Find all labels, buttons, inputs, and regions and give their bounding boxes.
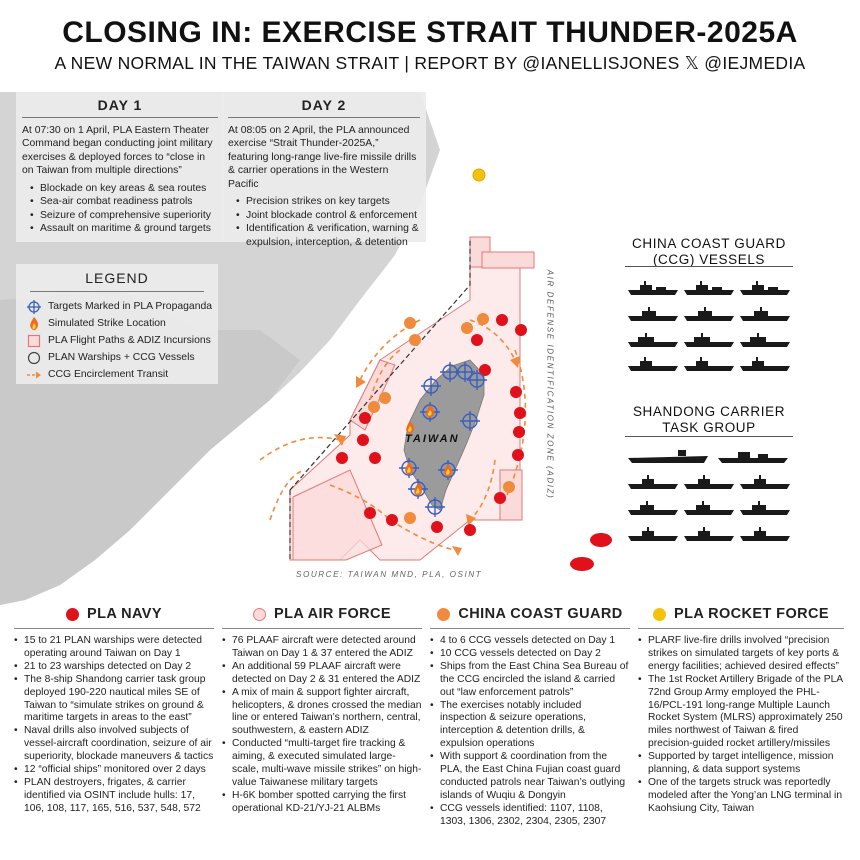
day2-bullet: Identification & verification, warning &…: [236, 222, 420, 249]
legend-label: Targets Marked in PLA Propaganda: [48, 301, 213, 312]
list-item: The 1st Rocket Artillery Brigade of the …: [638, 674, 844, 751]
shandong-heading-line2: TASK GROUP: [662, 419, 756, 435]
shandong-heading-line1: SHANDONG CARRIER: [632, 404, 786, 419]
legend-item-targets: Targets Marked in PLA Propaganda: [16, 298, 218, 315]
rocket-force-dot-icon: [653, 607, 667, 621]
ccg-panel-heading: CHINA COAST GUARD (CCG) VESSELS: [625, 236, 793, 267]
list-item: With support & coordination from the PLA…: [430, 751, 630, 803]
list-item: 76 PLAAF aircraft were detected around T…: [222, 635, 422, 661]
navy-bullets: 15 to 21 PLAN warships were detected ope…: [14, 635, 214, 816]
day2-heading: DAY 2: [228, 97, 420, 118]
day1-panel: DAY 1 At 07:30 on 1 April, PLA Eastern T…: [16, 92, 224, 242]
shandong-divider: [625, 436, 793, 437]
list-item: The 8-ship Shandong carrier task group d…: [14, 674, 214, 726]
list-item: 15 to 21 PLAN warships were detected ope…: [14, 635, 214, 661]
list-item: Conducted “multi-target fire tracking & …: [222, 738, 422, 790]
list-item: PLARF live-fire drills involved “precisi…: [638, 635, 844, 674]
list-item: H-6K bomber spotted carrying the first o…: [222, 790, 422, 816]
legend-label: PLAN Warships + CCG Vessels: [48, 352, 195, 363]
column-heading-text: PLA NAVY: [87, 606, 162, 622]
legend-item-strike: Simulated Strike Location: [16, 315, 218, 332]
list-item: PLAN destroyers, frigates, & carrier ide…: [14, 777, 214, 816]
air-force-square-icon: [253, 607, 267, 621]
square-icon: [27, 334, 41, 347]
legend-item-transit: CCG Encirclement Transit: [16, 366, 218, 383]
rocket-force-marker: [472, 168, 486, 182]
page-title: CLOSING IN: EXERCISE STRAIT THUNDER-2025…: [62, 16, 798, 49]
day2-panel: DAY 2 At 08:05 on 2 April, the PLA annou…: [222, 92, 426, 248]
list-item: One of the targets struck was reportedly…: [638, 777, 844, 816]
list-item: 12 “official ships” monitored over 2 day…: [14, 764, 214, 777]
day2-bullet: Precision strikes on key targets: [236, 195, 420, 209]
column-heading: CHINA COAST GUARD: [430, 606, 630, 629]
column-coast-guard: CHINA COAST GUARD 4 to 6 CCG vessels det…: [430, 606, 630, 829]
plan-warships: [336, 314, 612, 571]
day2-text: At 08:05 on 2 April, the PLA announced e…: [228, 125, 417, 190]
shandong-ship-silhouettes: [628, 450, 790, 541]
day1-bullet: Blockade on key areas & sea routes: [30, 182, 218, 196]
legend-panel: LEGEND Targets Marked in PLA Propaganda …: [16, 264, 218, 384]
navy-dot-icon: [66, 607, 80, 621]
crosshair-icon: [27, 299, 41, 314]
day1-heading: DAY 1: [22, 97, 218, 118]
list-item: Naval drills also involved subjects of v…: [14, 725, 214, 764]
rocket-force-bullets: PLARF live-fire drills involved “precisi…: [638, 635, 844, 816]
day1-bullet: Seizure of comprehensive superiority: [30, 209, 218, 223]
ccg-divider: [625, 266, 793, 267]
day2-bullet: Joint blockade control & enforcement: [236, 209, 420, 223]
list-item: An additional 59 PLAAF aircraft were det…: [222, 661, 422, 687]
list-item: 10 CCG vessels detected on Day 2: [430, 648, 630, 661]
circle-icon: [27, 351, 41, 364]
taiwan-label: TAIWAN: [405, 433, 460, 445]
column-rocket-force: PLA ROCKET FORCE PLARF live-fire drills …: [638, 606, 844, 816]
ccg-heading-line2: (CCG) VESSELS: [652, 251, 766, 267]
list-item: Supported by target intelligence, missio…: [638, 751, 844, 777]
flame-icon: [30, 316, 38, 330]
dashed-arrow-icon: [27, 371, 41, 378]
strike-flames: [405, 405, 452, 496]
air-force-zones: [289, 236, 535, 561]
column-navy: PLA NAVY 15 to 21 PLAN warships were det…: [14, 606, 214, 816]
ccg-heading-line1: CHINA COAST GUARD: [632, 236, 786, 251]
column-heading-text: PLA AIR FORCE: [274, 606, 391, 622]
legend-heading: LEGEND: [30, 264, 204, 292]
coast-guard-dot-icon: [437, 607, 451, 621]
page-subtitle: A NEW NORMAL IN THE TAIWAN STRAIT | REPO…: [54, 53, 806, 73]
column-heading-text: PLA ROCKET FORCE: [674, 606, 829, 622]
list-item: A mix of main & support fighter aircraft…: [222, 687, 422, 739]
list-item: 4 to 6 CCG vessels detected on Day 1: [430, 635, 630, 648]
coast-guard-bullets: 4 to 6 CCG vessels detected on Day 1 10 …: [430, 635, 630, 829]
day1-text: At 07:30 on 1 April, PLA Eastern Theater…: [22, 125, 213, 177]
list-item: Ships from the East China Sea Bureau of …: [430, 661, 630, 700]
ccg-vessels: [368, 313, 515, 524]
legend-item-flight: PLA Flight Paths & ADIZ Incursions: [16, 332, 218, 349]
column-heading: PLA ROCKET FORCE: [638, 606, 844, 629]
legend-label: CCG Encirclement Transit: [48, 369, 169, 380]
column-air-force: PLA AIR FORCE 76 PLAAF aircraft were det…: [222, 606, 422, 816]
air-force-bullets: 76 PLAAF aircraft were detected around T…: [222, 635, 422, 816]
day1-bullets: Blockade on key areas & sea routes Sea-a…: [16, 178, 224, 236]
column-heading: PLA AIR FORCE: [222, 606, 422, 629]
day2-bullets: Precision strikes on key targets Joint b…: [222, 191, 426, 249]
list-item: 21 to 23 warships detected on Day 2: [14, 661, 214, 674]
column-heading: PLA NAVY: [14, 606, 214, 629]
source-credit: SOURCE: TAIWAN MND, PLA, OSINT: [296, 570, 483, 579]
day1-bullet: Assault on maritime & ground targets: [30, 222, 218, 236]
ccg-ship-silhouettes: [628, 281, 790, 371]
legend-label: Simulated Strike Location: [48, 318, 166, 329]
adiz-boundary: [289, 240, 471, 560]
taiwan-island: [403, 359, 485, 511]
ccg-transit-arrows: [259, 319, 527, 551]
legend-item-vessels: PLAN Warships + CCG Vessels: [16, 349, 218, 366]
column-heading-text: CHINA COAST GUARD: [458, 606, 623, 622]
day1-bullet: Sea-air combat readiness patrols: [30, 195, 218, 209]
list-item: CCG vessels identified: 1107, 1108, 1303…: [430, 803, 630, 829]
adiz-label: AIR DEFENSE IDENTIFICATION ZONE (ADIZ): [545, 269, 555, 500]
list-item: The exercises notably included inspectio…: [430, 700, 630, 752]
legend-label: PLA Flight Paths & ADIZ Incursions: [48, 335, 211, 346]
shandong-panel-heading: SHANDONG CARRIER TASK GROUP: [625, 404, 793, 435]
ccg-arrow-heads: [334, 356, 520, 556]
